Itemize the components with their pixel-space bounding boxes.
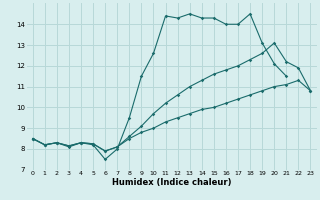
X-axis label: Humidex (Indice chaleur): Humidex (Indice chaleur)	[112, 178, 231, 187]
